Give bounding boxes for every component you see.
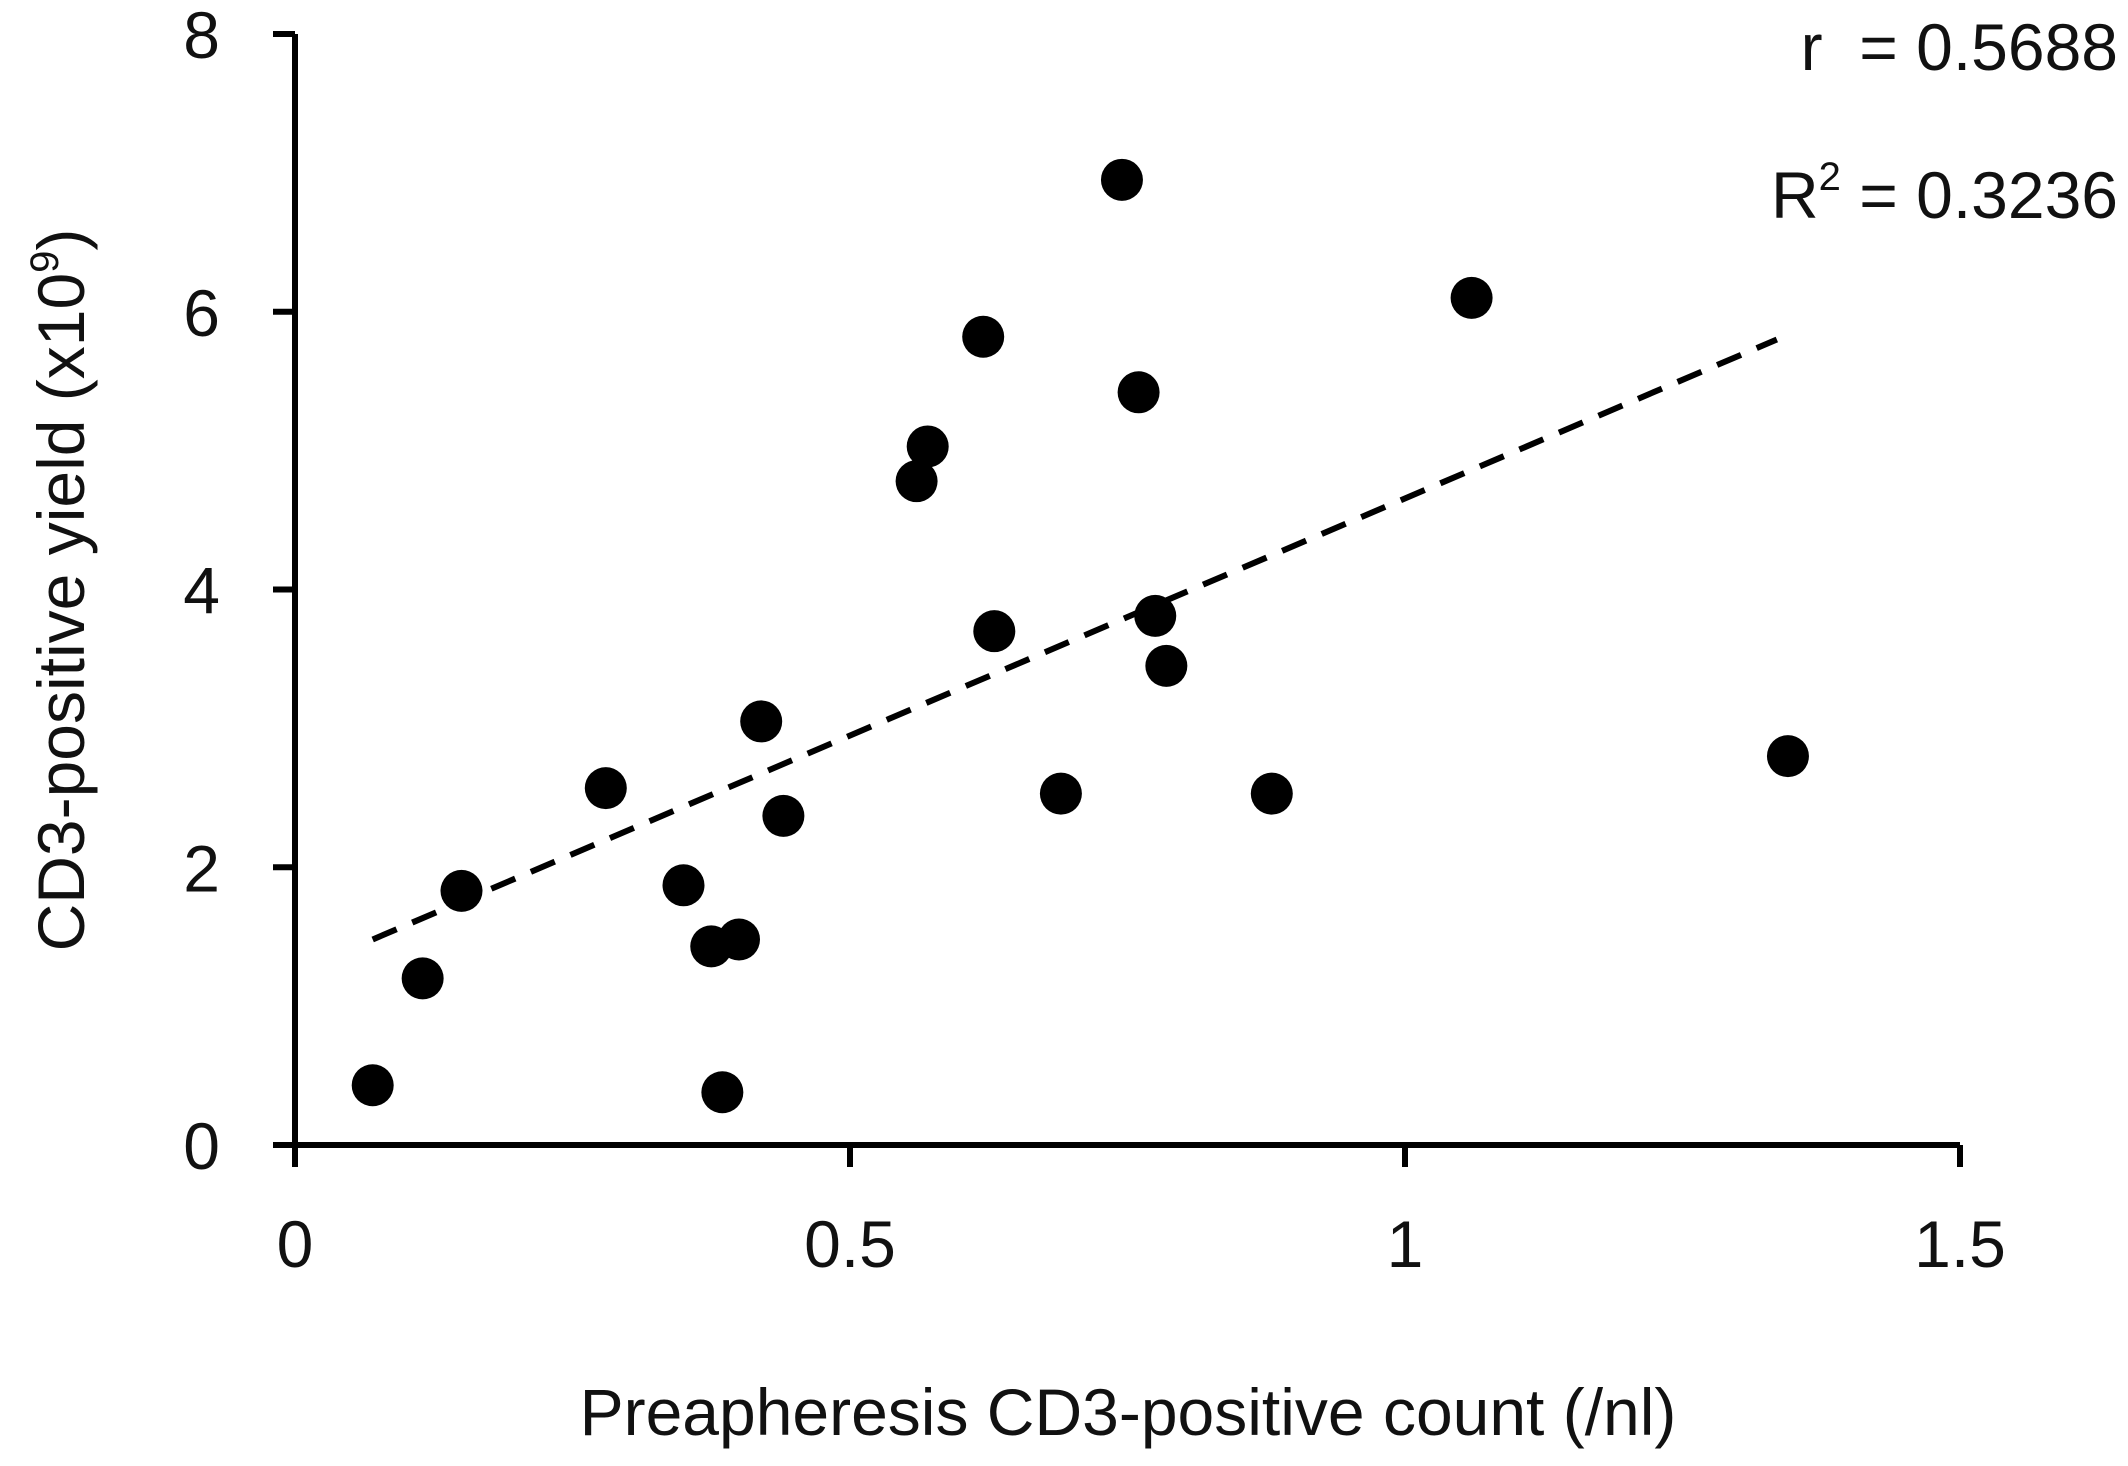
- y-axis-title-close: ): [24, 229, 98, 251]
- data-point: [584, 767, 627, 810]
- x-tick-label: 1.5: [1914, 1207, 2006, 1281]
- data-point: [701, 1071, 744, 1114]
- data-point: [1145, 644, 1188, 687]
- data-points: [351, 158, 1809, 1114]
- data-point: [351, 1064, 394, 1107]
- data-point: [1134, 594, 1177, 637]
- y-tick-label: 2: [183, 831, 220, 905]
- y-tick-label: 0: [183, 1109, 220, 1183]
- x-tick-label: 0.5: [804, 1207, 896, 1281]
- data-point: [762, 794, 805, 837]
- r2-sup: 2: [1819, 155, 1841, 199]
- data-point: [962, 315, 1005, 358]
- data-point: [1450, 276, 1493, 319]
- data-point: [740, 700, 783, 743]
- x-tick-label: 1: [1387, 1207, 1424, 1281]
- data-point: [662, 864, 705, 907]
- x-tick-label: 0: [277, 1207, 314, 1281]
- x-ticks: 0 0.5 1 1.5: [277, 1145, 2006, 1281]
- data-point: [1766, 735, 1809, 778]
- data-point: [895, 460, 938, 503]
- y-ticks: 0 2 4 6 8: [183, 0, 295, 1183]
- data-point: [1117, 371, 1160, 414]
- r2-rest: = 0.3236: [1841, 158, 2118, 232]
- y-axis-title-main: CD3-positive yield (x10: [24, 273, 98, 952]
- y-axis-title-sup: 9: [23, 251, 67, 273]
- data-point: [440, 869, 483, 912]
- y-tick-label: 6: [183, 276, 220, 350]
- data-point: [906, 425, 949, 468]
- data-point: [1100, 158, 1143, 201]
- y-tick-label: 4: [183, 554, 220, 628]
- x-axis-title: Preapheresis CD3-positive count (/nl): [580, 1375, 1677, 1449]
- y-axis-title: CD3-positive yield (x109): [23, 229, 98, 952]
- r-annotation: r = 0.5688: [1801, 10, 2118, 84]
- data-point: [973, 610, 1016, 653]
- y-tick-label: 8: [183, 0, 220, 72]
- trendline: [371, 336, 1779, 943]
- data-point: [718, 918, 760, 961]
- data-point: [401, 957, 444, 1000]
- data-point: [1250, 772, 1293, 815]
- r2-prefix: R: [1771, 158, 1819, 232]
- r2-annotation: R2 = 0.3236: [1771, 155, 2118, 232]
- data-point: [1039, 772, 1082, 815]
